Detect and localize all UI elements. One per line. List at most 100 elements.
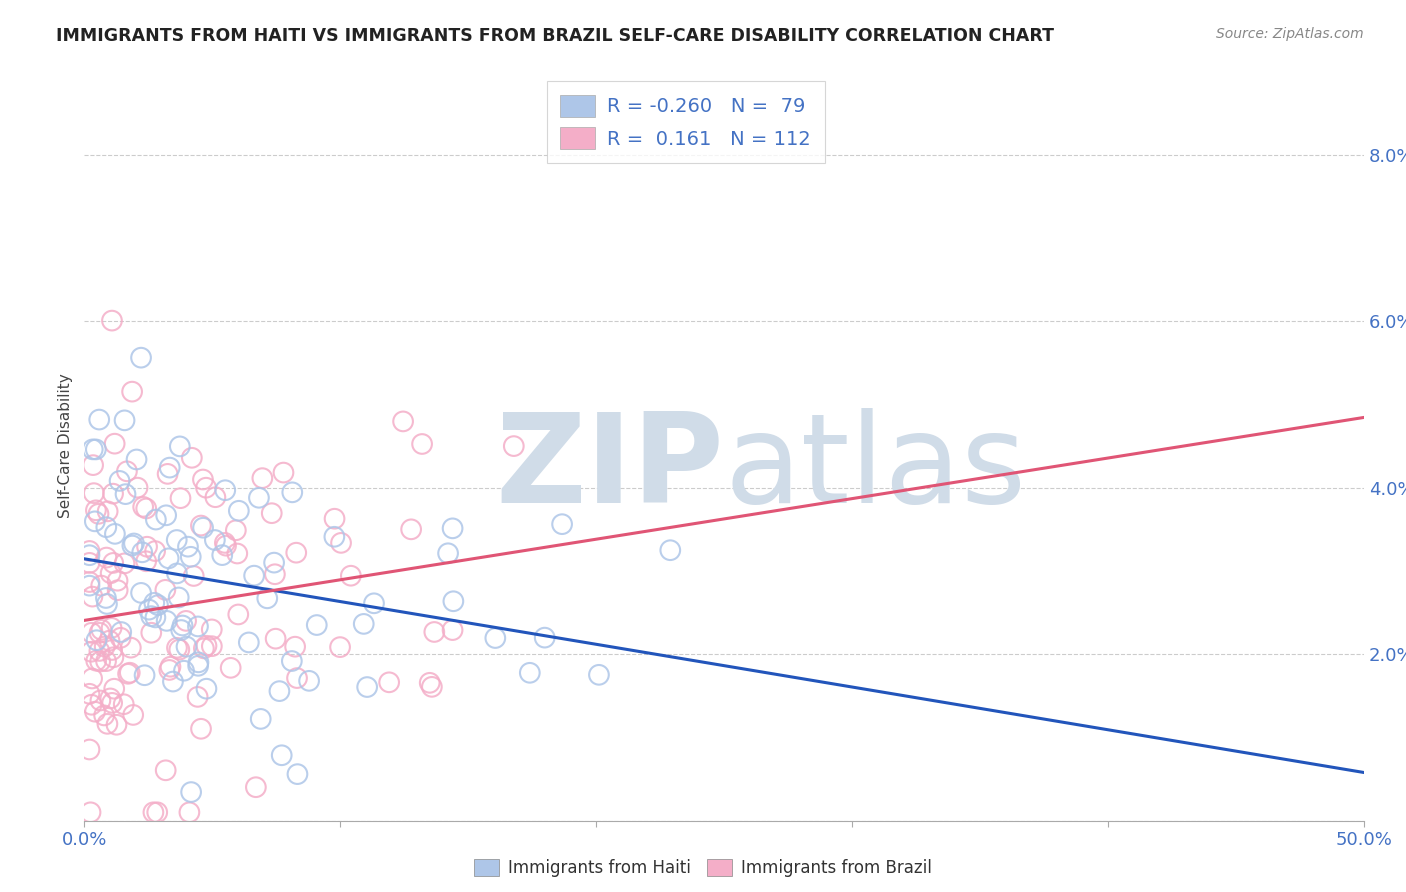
- Point: [201, 639, 224, 653]
- Point: [159, 659, 181, 673]
- Point: [86, 633, 108, 648]
- Point: [96, 550, 118, 565]
- Point: [187, 619, 209, 633]
- Point: [145, 610, 167, 624]
- Point: [180, 549, 202, 564]
- Point: [219, 661, 242, 675]
- Point: [103, 556, 125, 570]
- Point: [100, 566, 122, 581]
- Point: [298, 673, 321, 688]
- Point: [155, 582, 177, 597]
- Point: [437, 546, 460, 560]
- Point: [260, 506, 283, 520]
- Point: [141, 609, 163, 624]
- Legend: Immigrants from Haiti, Immigrants from Brazil: Immigrants from Haiti, Immigrants from B…: [468, 852, 938, 884]
- Point: [132, 500, 155, 514]
- Point: [285, 671, 308, 685]
- Point: [169, 439, 191, 453]
- Point: [136, 540, 159, 554]
- Point: [98, 691, 121, 706]
- Point: [195, 639, 218, 653]
- Point: [263, 556, 285, 570]
- Point: [96, 597, 118, 611]
- Point: [215, 539, 238, 553]
- Text: IMMIGRANTS FROM HAITI VS IMMIGRANTS FROM BRAZIL SELF-CARE DISABILITY CORRELATION: IMMIGRANTS FROM HAITI VS IMMIGRANTS FROM…: [56, 27, 1054, 45]
- Point: [441, 521, 464, 535]
- Point: [187, 658, 209, 673]
- Point: [172, 618, 194, 632]
- Point: [191, 473, 214, 487]
- Point: [101, 486, 124, 500]
- Point: [114, 487, 136, 501]
- Y-axis label: Self-Care Disability: Self-Care Disability: [58, 374, 73, 518]
- Point: [84, 442, 107, 457]
- Point: [84, 705, 107, 719]
- Point: [214, 483, 236, 498]
- Point: [125, 452, 148, 467]
- Point: [245, 780, 267, 795]
- Point: [264, 632, 287, 646]
- Point: [79, 805, 101, 820]
- Point: [419, 675, 441, 690]
- Point: [135, 554, 157, 568]
- Point: [121, 539, 143, 553]
- Point: [484, 631, 506, 645]
- Point: [89, 644, 111, 658]
- Point: [420, 680, 443, 694]
- Point: [157, 551, 180, 566]
- Legend: R = -0.260   N =  79, R =  0.161   N = 112: R = -0.260 N = 79, R = 0.161 N = 112: [547, 81, 824, 163]
- Point: [363, 596, 385, 610]
- Point: [114, 413, 136, 427]
- Point: [225, 523, 247, 537]
- Point: [183, 569, 205, 583]
- Point: [169, 491, 191, 505]
- Point: [156, 614, 179, 628]
- Point: [80, 672, 103, 686]
- Point: [340, 568, 363, 582]
- Point: [399, 522, 422, 536]
- Point: [252, 471, 274, 485]
- Point: [323, 512, 346, 526]
- Point: [79, 687, 101, 701]
- Point: [103, 650, 125, 665]
- Point: [323, 530, 346, 544]
- Point: [281, 485, 304, 500]
- Point: [166, 566, 188, 581]
- Point: [146, 805, 169, 820]
- Point: [108, 474, 131, 488]
- Point: [411, 437, 433, 451]
- Point: [247, 491, 270, 505]
- Point: [441, 594, 464, 608]
- Point: [135, 501, 157, 516]
- Text: atlas: atlas: [724, 408, 1026, 529]
- Point: [138, 602, 160, 616]
- Point: [82, 442, 104, 457]
- Point: [190, 722, 212, 736]
- Point: [169, 642, 191, 657]
- Point: [287, 767, 309, 781]
- Point: [90, 623, 112, 637]
- Point: [177, 540, 200, 554]
- Point: [84, 503, 107, 517]
- Point: [98, 633, 121, 648]
- Point: [101, 696, 124, 710]
- Point: [97, 504, 120, 518]
- Point: [264, 567, 287, 582]
- Point: [94, 591, 117, 605]
- Point: [179, 805, 201, 820]
- Point: [270, 748, 292, 763]
- Point: [159, 460, 181, 475]
- Point: [121, 384, 143, 399]
- Point: [214, 536, 236, 550]
- Point: [83, 514, 105, 528]
- Point: [82, 590, 104, 604]
- Point: [166, 640, 188, 655]
- Point: [79, 579, 101, 593]
- Point: [356, 680, 378, 694]
- Point: [143, 544, 166, 558]
- Point: [238, 635, 260, 649]
- Point: [187, 690, 209, 704]
- Point: [378, 675, 401, 690]
- Point: [122, 536, 145, 550]
- Point: [80, 625, 103, 640]
